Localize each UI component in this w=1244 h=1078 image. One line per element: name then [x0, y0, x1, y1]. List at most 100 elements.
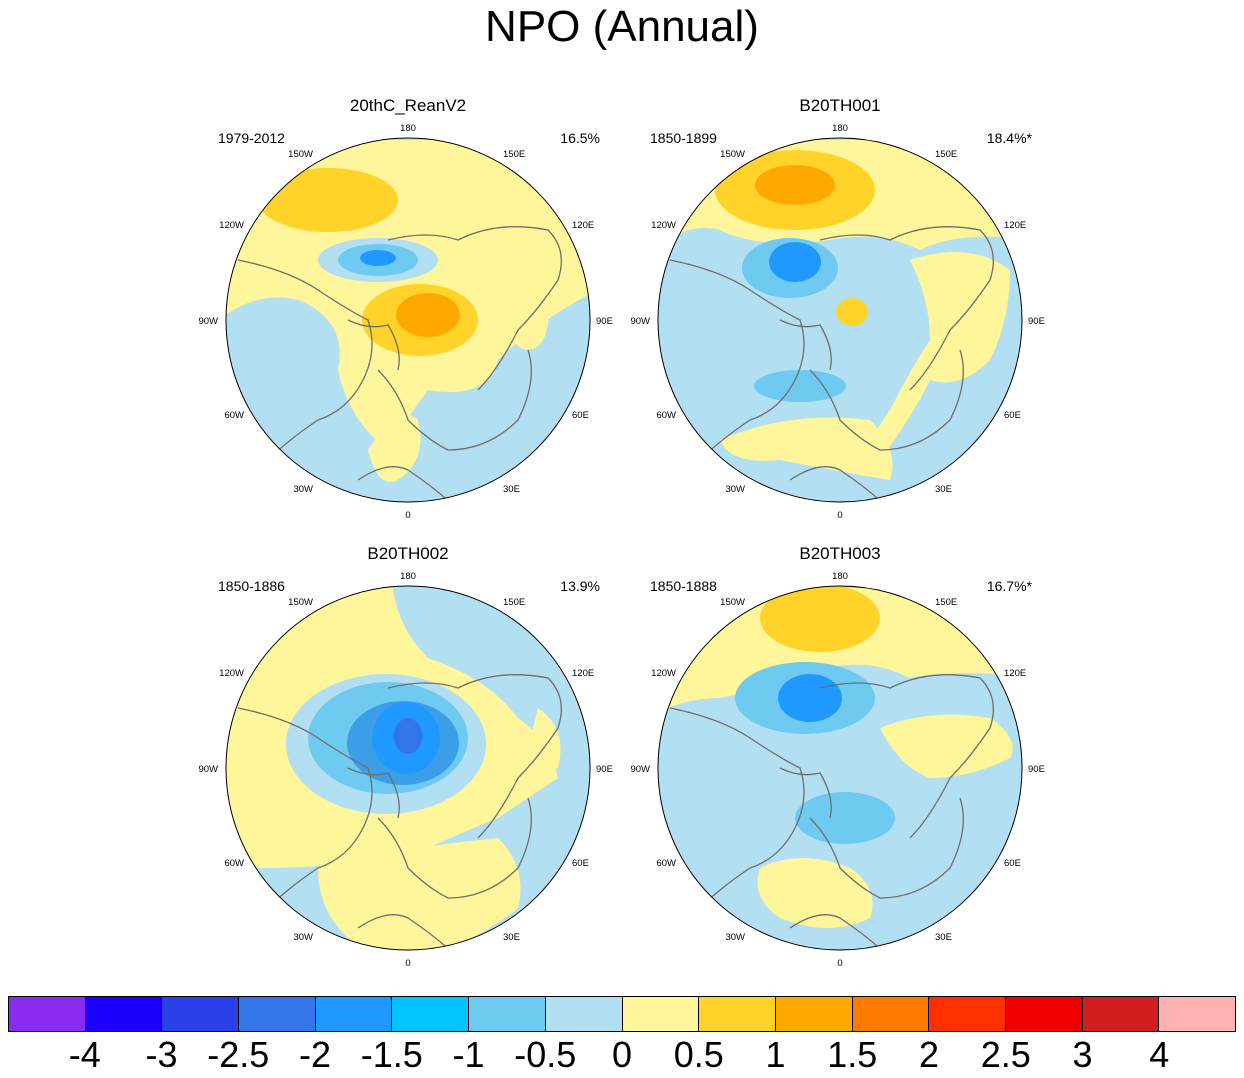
colorbar-box	[699, 997, 776, 1031]
map-border	[657, 585, 1023, 951]
lon-label: 60E	[1004, 410, 1021, 421]
anomaly-contours	[226, 588, 561, 950]
lon-label: 60W	[224, 410, 244, 421]
contour-negative-1	[360, 250, 396, 266]
colorbar-label: -2	[298, 1034, 332, 1075]
colorbar-box	[622, 997, 700, 1031]
colorbar-label: 1	[765, 1034, 786, 1075]
lon-label: 60W	[224, 858, 244, 869]
polar-map: 180 150E 120E 90E 60E 30E 0 30W 60W 90W …	[630, 123, 1045, 521]
colorbar-label: -2.5	[207, 1034, 270, 1075]
lon-label: 0	[405, 958, 410, 969]
lon-label: 30W	[293, 932, 313, 943]
panel-title: B20TH002	[367, 544, 449, 563]
lon-label: 150E	[503, 597, 525, 608]
lon-label: 60E	[1004, 858, 1021, 869]
lon-label: 180	[400, 571, 416, 582]
colorbar-label: -1.5	[360, 1034, 423, 1075]
colorbar-box	[545, 997, 623, 1031]
lon-label: 150E	[935, 149, 957, 160]
lon-label: 0	[837, 510, 842, 521]
colorbar-box	[469, 997, 546, 1031]
colorbar-box	[1082, 997, 1160, 1031]
contour-positive-1.5	[396, 293, 460, 337]
anomaly-contours	[658, 140, 1022, 480]
colorbar-box	[1005, 997, 1083, 1031]
map-border	[225, 585, 591, 951]
contour-negative-1	[778, 674, 842, 722]
contour-negative-1	[769, 242, 821, 282]
lon-label: 0	[837, 958, 842, 969]
lon-label: 150W	[720, 149, 745, 160]
panel-variance: 16.5%	[560, 130, 600, 146]
map-panel-1: 20thC_ReanV2 1979-2012 16.5% 180 150E 12…	[198, 96, 618, 536]
lon-label: 0	[405, 510, 410, 521]
colorbar-box	[85, 997, 163, 1031]
lon-label: 150W	[288, 149, 313, 160]
lon-label: 180	[400, 123, 416, 134]
lon-label: 60E	[572, 410, 589, 421]
colorbar-label: -4	[68, 1034, 101, 1075]
lon-label: 120E	[572, 668, 594, 679]
lon-label: 90E	[1028, 316, 1045, 327]
lon-label: 60W	[656, 858, 676, 869]
lon-label: 180	[832, 123, 848, 134]
lon-label: 90W	[630, 764, 650, 775]
colorbar-box	[9, 997, 86, 1031]
lon-label: 30E	[935, 932, 952, 943]
lon-label: 90W	[198, 764, 218, 775]
map-panel-3: B20TH002 1850-1886 13.9% 180 150E 120E 9…	[198, 544, 618, 984]
lon-label: 150E	[503, 149, 525, 160]
polar-map: 180 150E 120E 90E 60E 30E 0 30W 60W 90W …	[630, 571, 1045, 969]
lon-label: 90W	[630, 316, 650, 327]
colorbar-label: 0	[611, 1034, 633, 1075]
colorbar-label: 2.5	[980, 1034, 1031, 1075]
lon-label: 120W	[219, 668, 244, 679]
lon-label: 120E	[1004, 220, 1026, 231]
lon-label: 30W	[725, 484, 745, 495]
panel-title: B20TH003	[799, 544, 881, 563]
lon-label: 90W	[198, 316, 218, 327]
panel-variance: 16.7%*	[986, 578, 1032, 594]
panel-title: 20thC_ReanV2	[349, 96, 467, 115]
lon-label: 150W	[288, 597, 313, 608]
contour-positive-1	[258, 168, 398, 232]
colorbar-box	[775, 997, 853, 1031]
colorbar-box	[1159, 997, 1235, 1031]
lon-label: 180	[832, 571, 848, 582]
lon-label: 120W	[651, 220, 676, 231]
colorbar-box	[239, 997, 316, 1031]
lon-label: 150E	[935, 597, 957, 608]
colorbar-label: -0.5	[514, 1034, 577, 1075]
panel-period: 1979-2012	[218, 130, 285, 146]
lon-label: 90E	[596, 764, 613, 775]
lon-label: 30E	[935, 484, 952, 495]
colorbar-label: 2	[918, 1034, 940, 1075]
lon-label: 90E	[596, 316, 613, 327]
panel-period: 1850-1886	[218, 578, 285, 594]
map-panel-2: B20TH001 1850-1899 18.4%* 180 150E 120E …	[630, 96, 1050, 536]
colorbar-box	[162, 997, 240, 1031]
panel-variance: 13.9%	[560, 578, 600, 594]
lon-label: 120E	[572, 220, 594, 231]
polar-map: 180 150E 120E 90E 60E 30E 0 30W 60W 90W …	[198, 123, 613, 521]
colorbar-box	[392, 997, 470, 1031]
colorbar	[8, 996, 1236, 1032]
panel-period: 1850-1888	[650, 578, 717, 594]
colorbar-label: -3	[145, 1034, 178, 1075]
contour-negative-1.5	[394, 718, 422, 754]
lon-label: 30W	[725, 932, 745, 943]
lon-label: 120E	[1004, 668, 1026, 679]
panel-period: 1850-1899	[650, 130, 717, 146]
figure-title: NPO (Annual)	[485, 2, 759, 51]
colorbar-box	[315, 997, 393, 1031]
panel-variance: 18.4%*	[986, 130, 1032, 146]
colorbar-label: -1	[452, 1034, 485, 1075]
lon-label: 30E	[503, 484, 520, 495]
lon-label: 30W	[293, 484, 313, 495]
colorbar-box	[852, 997, 930, 1031]
lon-label: 90E	[1028, 764, 1045, 775]
colorbar-label: 3	[1072, 1034, 1093, 1075]
map-border	[657, 137, 1023, 503]
colorbar-label: 4	[1149, 1034, 1170, 1075]
